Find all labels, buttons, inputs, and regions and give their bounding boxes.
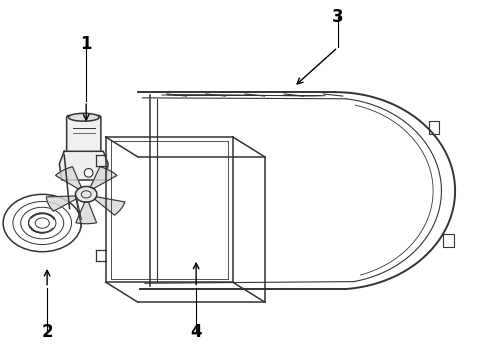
Polygon shape (46, 196, 77, 211)
Polygon shape (59, 151, 108, 180)
Polygon shape (55, 167, 81, 189)
Text: 4: 4 (190, 323, 202, 341)
Polygon shape (90, 167, 117, 189)
FancyBboxPatch shape (67, 116, 101, 153)
Text: 3: 3 (332, 8, 343, 26)
Polygon shape (95, 197, 125, 215)
Ellipse shape (69, 113, 99, 121)
Text: 2: 2 (41, 323, 53, 341)
Circle shape (75, 186, 97, 202)
Text: 1: 1 (80, 35, 92, 53)
Polygon shape (76, 202, 97, 224)
Ellipse shape (84, 168, 93, 177)
